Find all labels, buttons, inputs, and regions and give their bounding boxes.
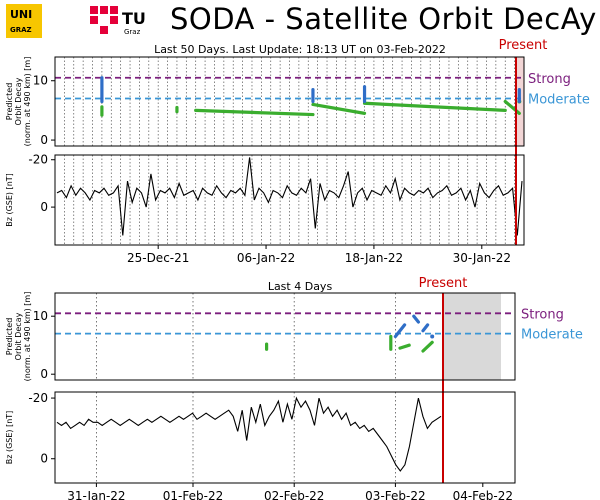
- bottom-threshold-label-strong: Strong: [521, 307, 564, 322]
- bottom-decay-s1-mark-0: [393, 323, 407, 339]
- bottom-decay-ticklabel-1: 10: [33, 309, 48, 323]
- present-shade-bottom: [444, 293, 501, 380]
- top-bz-xticklabel-1: 06-Jan-22: [237, 251, 295, 265]
- bottom-decay-ylabel: Predicted Orbit Decay (norm. at 490 km) [m…: [5, 292, 32, 382]
- top-decay-ticklabel-0: 0: [40, 133, 48, 147]
- bottom-decay-ticklabel-0: 0: [40, 367, 48, 381]
- svg-text:GRAZ: GRAZ: [10, 26, 32, 34]
- bottom-bz-xticklabel-2: 02-Feb-22: [264, 489, 324, 500]
- top-bz-ticklabel-0: -20: [28, 153, 48, 167]
- bottom-bz-xticklabel-4: 04-Feb-22: [453, 489, 513, 500]
- top-bz-ylabel: Bz (GSE) [nT]: [5, 173, 14, 227]
- tu-graz-logo: TU Graz: [90, 6, 146, 36]
- bottom-decay-s1-mark-2: [421, 323, 430, 333]
- present-label-top: Present: [499, 38, 548, 53]
- bottom-decay-s0-mark-2: [398, 343, 411, 350]
- present-label-bottom: Present: [419, 276, 468, 291]
- top-decay-ylabel-line-2: (norm. at 490 km) [m]: [23, 57, 32, 147]
- top-bz-frame: [54, 154, 525, 246]
- bottom-decay-s0-mark-3: [421, 340, 434, 353]
- bottom-bz-ylabel: Bz (GSE) [nT]: [5, 411, 14, 465]
- svg-text:UNI: UNI: [10, 8, 32, 21]
- top-decay-s0-mark-2: [194, 108, 315, 117]
- bottom-bz-xticklabel-1: 01-Feb-22: [163, 489, 223, 500]
- uni-graz-logo: UNI GRAZ: [6, 4, 42, 38]
- top-bz-ticklabel-1: 0: [40, 200, 48, 214]
- bottom-decay-ylabel-line-0: Predicted: [5, 318, 14, 356]
- bottom-decay-frame: [54, 292, 516, 381]
- bottom-decay-s1-mark-1: [412, 314, 420, 324]
- top-bz-xticklabel-3: 30-Jan-22: [453, 251, 511, 265]
- page-title: SODA - Satellite Orbit DecAy: [170, 2, 597, 36]
- bottom-panel-title: Last 4 Days: [268, 280, 333, 293]
- top-decay-s0-mark-4: [362, 101, 507, 113]
- top-bz-xticklabel-0: 25-Dec-21: [127, 251, 189, 265]
- bottom-threshold-label-moderate: Moderate: [521, 328, 583, 343]
- top-bz-series-line: [56, 157, 523, 236]
- bottom-bz-ylabel-line-0: Bz (GSE) [nT]: [5, 411, 14, 465]
- top-decay-ylabel: Predicted Orbit Decay (norm. at 490 km) [m…: [5, 57, 32, 147]
- top-decay-ylabel-line-1: Orbit Decay: [14, 77, 23, 125]
- bottom-bz-xticklabel-3: 03-Feb-22: [365, 489, 425, 500]
- bottom-bz-ticklabel-1: 0: [40, 452, 48, 466]
- bottom-bz-series-line: [56, 396, 442, 472]
- bottom-bz-frame: [54, 391, 516, 484]
- top-threshold-label-moderate: Moderate: [528, 93, 590, 108]
- top-decay-frame: [54, 56, 525, 147]
- svg-text:Graz: Graz: [124, 28, 141, 36]
- top-decay-s0-mark-3: [311, 102, 367, 115]
- top-bz-xticklabel-2: 18-Jan-22: [345, 251, 403, 265]
- top-decay-ylabel-line-0: Predicted: [5, 83, 14, 121]
- bottom-decay-s1-mark-last: [430, 334, 435, 339]
- bottom-bz-ticklabel-0: -20: [28, 391, 48, 405]
- bottom-bz-xticklabel-0: 31-Jan-22: [67, 489, 125, 500]
- top-bz-ylabel-line-0: Bz (GSE) [nT]: [5, 173, 14, 227]
- top-threshold-label-strong: Strong: [528, 72, 571, 87]
- bottom-decay-ylabel-line-1: Orbit Decay: [14, 312, 23, 360]
- bottom-decay-ylabel-line-2: (norm. at 490 km) [m]: [23, 292, 32, 382]
- top-decay-ticklabel-1: 10: [33, 74, 48, 88]
- svg-text:TU: TU: [122, 9, 146, 28]
- top-panel-title: Last 50 Days. Last Update: 18:13 UT on 0…: [154, 43, 446, 56]
